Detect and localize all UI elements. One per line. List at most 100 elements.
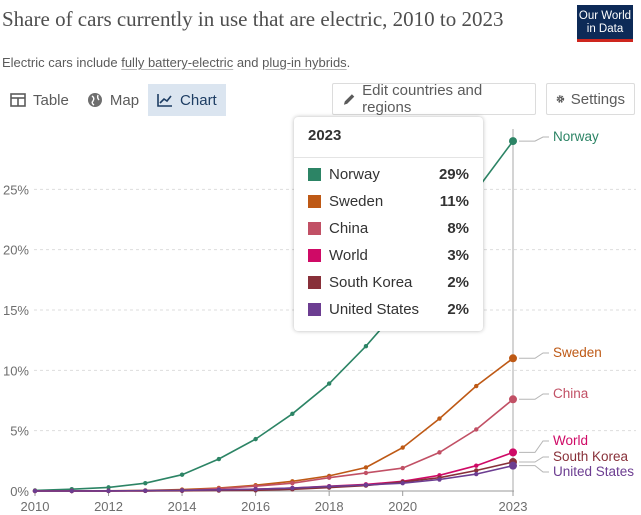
tooltip-value-world: 3% — [447, 246, 469, 264]
series-label-china: China — [553, 386, 589, 401]
point-united-states-2015 — [216, 487, 222, 492]
point-united-states-2020 — [400, 480, 405, 486]
point-norway-2014 — [179, 472, 185, 477]
tab-map[interactable]: Map — [78, 84, 148, 116]
x-tick-label-2023: 2023 — [499, 499, 528, 514]
point-norway-2013 — [143, 480, 148, 486]
tooltip-row-world: World 3% — [308, 245, 469, 265]
point-united-states-2012 — [106, 488, 111, 494]
x-tick-label-2020: 2020 — [388, 499, 417, 514]
series-line-united-states — [35, 464, 514, 492]
point-united-states-2021 — [437, 477, 442, 482]
tooltip-name-south-korea: South Korea — [329, 273, 413, 291]
battery-electric-link[interactable]: fully battery-electric — [121, 55, 234, 70]
point-china-2019 — [363, 470, 369, 476]
tooltip-swatch-south-korea — [308, 275, 321, 289]
point-norway-2017 — [290, 411, 295, 416]
y-tick-label-20: 20% — [3, 243, 29, 258]
point-united-states-2018 — [326, 484, 332, 489]
point-united-states-2014 — [179, 488, 185, 493]
tooltip-row-united-states: United States 2% — [308, 299, 469, 319]
label-connector-united-states — [519, 465, 549, 473]
y-tick-label-0: 0% — [10, 484, 29, 499]
point-norway-2018 — [326, 381, 332, 386]
tab-map-label: Map — [109, 91, 140, 109]
point-south-korea-2022 — [474, 468, 479, 473]
pencil-icon — [343, 93, 355, 105]
edit-countries-label: Edit countries and regions — [362, 82, 483, 116]
tooltip-swatch-sweden — [308, 194, 321, 208]
tooltip-value-united-states: 2% — [447, 300, 469, 318]
point-norway-2016 — [253, 436, 258, 442]
label-connector-south-korea — [519, 456, 549, 463]
series-label-world: World — [553, 433, 588, 448]
tooltip-value-norway: 29% — [438, 165, 469, 183]
point-united-states-2016 — [253, 486, 258, 492]
subtitle-and: and — [233, 55, 263, 70]
logo-line-2: in Data — [586, 23, 624, 35]
point-sweden-2020 — [400, 445, 405, 450]
label-connector-norway — [519, 136, 549, 142]
chart-subtitle: Electric cars include fully battery-elec… — [2, 55, 350, 70]
series-line-sweden — [35, 357, 514, 492]
tooltip-year: 2023 — [308, 127, 342, 144]
tooltip-name-china: China — [329, 219, 369, 237]
point-united-states-2019 — [363, 482, 369, 488]
x-tick-label-2014: 2014 — [168, 499, 197, 514]
y-tick-label-15: 15% — [3, 303, 29, 318]
subtitle-text: Electric cars include — [2, 55, 122, 70]
point-china-2023 — [509, 395, 517, 404]
point-china-2016 — [253, 483, 258, 489]
point-united-states-2023 — [509, 461, 517, 470]
point-united-states-2013 — [143, 488, 148, 493]
tab-table[interactable]: Table — [1, 84, 78, 116]
tab-table-label: Table — [33, 91, 69, 109]
line-chart-icon — [157, 94, 173, 107]
tooltip-row-sweden: Sweden 11% — [308, 191, 469, 211]
tooltip-row-china: China 8% — [308, 218, 469, 238]
tooltip-swatch-china — [308, 221, 321, 235]
logo-line-1: Our World — [578, 10, 632, 22]
tab-chart[interactable]: Chart — [148, 84, 226, 116]
tooltip-value-sweden: 11% — [439, 192, 469, 210]
point-sweden-2022 — [474, 383, 479, 389]
x-tick-label-2016: 2016 — [241, 499, 270, 514]
point-sweden-2021 — [437, 416, 442, 421]
view-tabs: Table Map Chart — [1, 84, 226, 116]
tooltip-swatch-norway — [308, 167, 321, 181]
point-united-states-2017 — [290, 485, 295, 491]
gear-icon — [556, 95, 565, 103]
tooltip-value-south-korea: 2% — [447, 273, 469, 291]
point-world-2023 — [509, 448, 517, 457]
edit-countries-button[interactable]: Edit countries and regions — [332, 82, 536, 116]
point-norway-2023 — [509, 137, 517, 146]
x-tick-label-2018: 2018 — [315, 499, 344, 514]
plug-in-hybrids-link[interactable]: plug-in hybrids — [262, 55, 347, 70]
y-tick-label-5: 5% — [10, 424, 29, 439]
settings-label: Settings — [570, 90, 625, 108]
point-norway-2012 — [106, 485, 111, 490]
globe-icon — [87, 93, 102, 107]
tooltip-name-united-states: United States — [329, 300, 420, 318]
series-label-sweden: Sweden — [553, 345, 602, 360]
tooltip-name-norway: Norway — [329, 165, 380, 183]
settings-button[interactable]: Settings — [546, 83, 635, 115]
our-world-in-data-logo[interactable]: Our World in Data — [577, 5, 633, 42]
x-tick-label-2010: 2010 — [21, 499, 50, 514]
tooltip-name-world: World — [329, 246, 368, 264]
series-label-south-korea: South Korea — [553, 449, 629, 464]
point-china-2020 — [400, 465, 405, 471]
chart-title: Share of cars currently in use that are … — [2, 7, 504, 31]
tooltip-divider — [294, 157, 483, 158]
point-united-states-2022 — [474, 471, 479, 477]
subtitle-period: . — [346, 55, 351, 70]
tooltip-swatch-world — [308, 248, 321, 262]
point-world-2022 — [474, 463, 479, 468]
label-connector-sweden — [519, 352, 549, 359]
point-china-2022 — [474, 427, 479, 432]
tooltip-value-china: 8% — [447, 219, 469, 237]
y-tick-label-25: 25% — [3, 182, 29, 197]
tooltip-swatch-united-states — [308, 302, 321, 316]
point-china-2018 — [326, 475, 332, 480]
point-china-2017 — [290, 480, 295, 486]
